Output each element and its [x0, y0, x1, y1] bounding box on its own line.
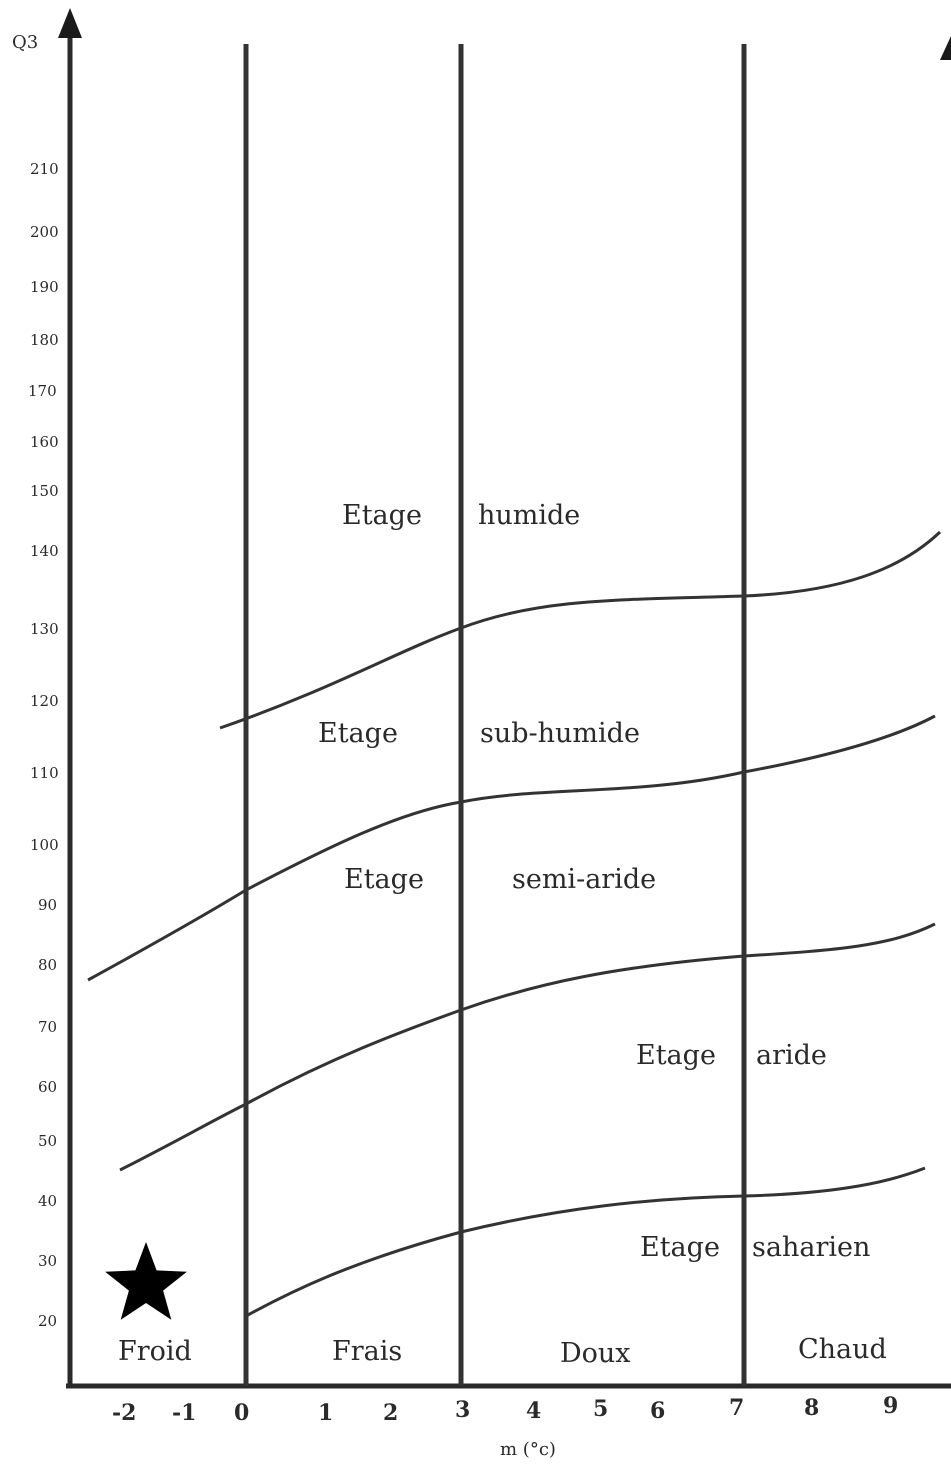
- x-tick-label: 0: [234, 1400, 249, 1426]
- band-humide-word2: humide: [478, 500, 580, 531]
- y-tick-label: 70: [38, 1018, 57, 1036]
- band-semiaride-word2: semi-aride: [512, 864, 656, 895]
- limit-curve-semiaride-aride: [119, 922, 936, 1172]
- x-axis-title: m (°c): [500, 1439, 556, 1460]
- band-semiaride-word1: Etage: [344, 864, 424, 895]
- star-icon: [105, 1242, 187, 1320]
- x-tick-label: 5: [593, 1396, 608, 1422]
- y-tick-label: 60: [38, 1078, 57, 1096]
- y-tick-label: 160: [30, 433, 59, 451]
- band-saharien-word2: saharien: [752, 1232, 870, 1263]
- y-tick-label: 30: [38, 1252, 57, 1270]
- y-tick-label: 20: [38, 1312, 57, 1330]
- y-tick-label: 40: [38, 1192, 57, 1210]
- y-axis-title: Q3: [12, 32, 38, 53]
- x-tick-label: 7: [729, 1395, 744, 1421]
- y-tick-label: 130: [30, 620, 59, 638]
- y-tick-label: 150: [30, 482, 59, 500]
- x-tick-label: 6: [650, 1398, 665, 1424]
- y-tick-label: 90: [38, 896, 57, 914]
- band-humide-word1: Etage: [342, 500, 422, 531]
- limit-curve-humide-subhumide: [219, 530, 942, 730]
- y-tick-label: 190: [30, 278, 59, 296]
- x-tick-label: 8: [804, 1395, 819, 1421]
- y-axis-arrow-icon: [58, 8, 82, 38]
- limit-curve-subhumide-semiaride: [87, 714, 936, 982]
- y-tick-label: 110: [30, 764, 59, 782]
- band-subhumide-word2: sub-humide: [480, 718, 640, 749]
- band-aride-word2: aride: [756, 1040, 827, 1071]
- limit-curve-aride-saharien: [245, 1166, 926, 1318]
- y-tick-label: 120: [30, 692, 59, 710]
- zone-label: Chaud: [798, 1334, 887, 1365]
- band-saharien-word1: Etage: [640, 1232, 720, 1263]
- x-tick-label: 1: [318, 1400, 333, 1426]
- zone-label: Frais: [332, 1336, 402, 1367]
- right-axis-arrow-icon: [940, 36, 951, 60]
- band-aride-word1: Etage: [636, 1040, 716, 1071]
- y-tick-label: 180: [30, 331, 59, 349]
- x-tick-label: 9: [883, 1393, 898, 1419]
- y-tick-label: 210: [30, 160, 59, 178]
- x-tick-label: 2: [383, 1400, 398, 1426]
- y-tick-label: 100: [30, 836, 59, 854]
- x-tick-label: 3: [455, 1397, 470, 1423]
- zone-label: Doux: [560, 1338, 631, 1369]
- zone-label: Froid: [118, 1336, 192, 1367]
- x-tick-label: 4: [526, 1398, 541, 1424]
- band-subhumide-word1: Etage: [318, 718, 398, 749]
- y-tick-label: 200: [30, 223, 59, 241]
- x-tick-label: -2: [112, 1400, 136, 1426]
- y-tick-label: 50: [38, 1132, 57, 1150]
- y-tick-label: 170: [28, 382, 57, 400]
- y-tick-label: 140: [30, 542, 59, 560]
- x-tick-label: -1: [172, 1400, 196, 1426]
- y-tick-label: 80: [38, 956, 57, 974]
